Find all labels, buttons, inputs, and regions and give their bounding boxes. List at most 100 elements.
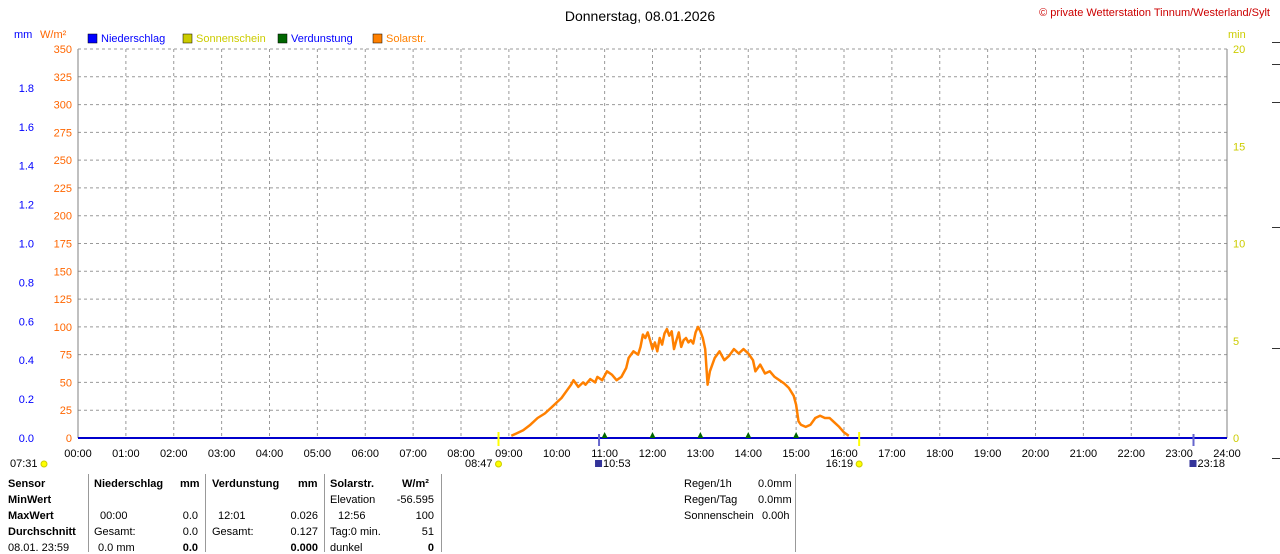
verdunstung-header: Verdunstung [212,478,280,490]
x-tick-label: 19:00 [974,448,1002,460]
x-tick-label: 18:00 [926,448,954,460]
verdunstung-marker [649,432,656,438]
wm2-tick-label: 200 [54,211,72,223]
verdunstung-marker [745,432,752,438]
row-label-minwert: MinWert [8,494,52,506]
solar-elevation-label: Elevation [330,494,376,506]
moonrise-left-time: 07:31 [10,458,38,470]
mm-unit-label: mm [14,29,32,41]
x-tick-label: 24:00 [1213,448,1241,460]
legend-label-sonnenschein: Sonnenschein [196,33,266,45]
solar-tag-label: Tag:0 min. [330,526,381,538]
solar-elevation-value: -56.595 [396,494,434,506]
x-tick-label: 22:00 [1117,448,1145,460]
wm2-tick-label: 50 [60,377,72,389]
wm2-tick-label: 100 [54,322,72,334]
x-tick-label: 21:00 [1070,448,1098,460]
x-tick-label: 00:00 [64,448,92,460]
chart-grid [78,49,1227,438]
wm2-tick-label: 25 [60,405,72,417]
legend-swatch-sonnenschein [182,33,193,44]
legend-label-verdunstung: Verdunstung [291,33,353,45]
verdunstung-last-value: 0.000 [290,542,318,554]
x-tick-label: 01:00 [112,448,140,460]
copyright-text: © private Wetterstation Tinnum/Westerlan… [1039,7,1270,19]
solar-dunkel-value: 0 [427,542,434,554]
row-label-sensor: Sensor [8,478,46,490]
x-tick-label: 16:00 [830,448,858,460]
sunrise-icon [495,460,503,468]
x-tick-label: 15:00 [782,448,810,460]
verdunstung-max-value: 0.026 [290,510,318,522]
regen-1h-value: 0.0mm [758,478,792,490]
wm2-tick-label: 175 [54,239,72,251]
wm2-tick-label: 300 [54,100,72,112]
x-tick-label: 13:00 [687,448,715,460]
x-tick-label: 12:00 [639,448,667,460]
mm-tick-label: 1.4 [19,161,34,173]
verdunstung-unit: mm [298,478,318,490]
verdunstung-max-time: 12:01 [218,510,246,522]
moon-mid-time: 10:53 [603,458,631,470]
x-tick-label: 03:00 [208,448,236,460]
wm2-unit-label: W/m² [40,29,67,41]
verdunstung-gesamt-label: Gesamt: [212,526,254,538]
niederschlag-header: Niederschlag [94,478,164,490]
solar-dunkel-label: dunkel [330,542,363,554]
sonnenschein-value: 0.00h [762,510,790,522]
mm-tick-label: 0.4 [19,355,34,367]
mm-tick-label: 0.6 [19,316,34,328]
legend-swatch-verdunstung [277,33,288,44]
moon-right-icon [1189,460,1197,467]
mm-tick-label: 0.2 [19,394,34,406]
wm2-tick-label: 350 [54,44,72,56]
mm-tick-label: 1.0 [19,239,34,251]
right-edge-marks [1268,40,1280,460]
solar-header: Solarstr. [330,478,375,490]
min-tick-label: 20 [1233,44,1245,56]
x-tick-label: 07:00 [399,448,427,460]
moon-left-icon [40,460,48,468]
chart-markers: 08:47 16:19 07:31 10:53 23:18 [10,432,1225,470]
niederschlag-max-value: 0.0 [182,510,198,522]
regen-tag-label: Regen/Tag [684,494,738,506]
mm-tick-label: 0.0 [19,433,34,445]
verdunstung-marker [697,432,704,438]
legend-label-solarstr: Solarstr. [386,33,426,45]
sonnenschein-label: Sonnenschein [684,510,754,522]
legend-swatch-solarstr [372,33,383,44]
min-tick-label: 5 [1233,336,1239,348]
table-sep-4 [441,474,442,552]
min-unit-label: min [1228,29,1246,41]
wm2-tick-label: 0 [66,433,72,445]
row-label-durchschnitt: Durchschnitt [8,526,76,538]
mm-tick-label: 1.6 [19,122,34,134]
wm2-tick-label: 250 [54,155,72,167]
legend-swatch-niederschlag [87,33,98,44]
x-tick-label: 20:00 [1022,448,1050,460]
x-tick-label: 23:00 [1165,448,1193,460]
chart-axes: 0255075100125150175200225250275300325350… [19,44,1246,460]
x-tick-label: 17:00 [878,448,906,460]
stats-table: Sensor MinWert MaxWert Durchschnitt 08.0… [0,470,1280,554]
table-sep-2 [205,474,206,552]
verdunstung-marker [601,432,608,438]
solar-unit: W/m² [402,478,429,490]
x-tick-label: 05:00 [304,448,332,460]
mm-tick-label: 1.8 [19,83,34,95]
table-sep-1 [88,474,89,552]
wm2-tick-label: 125 [54,294,72,306]
sunrise-time: 08:47 [465,458,493,470]
x-tick-label: 11:00 [591,448,618,460]
x-tick-label: 14:00 [734,448,762,460]
niederschlag-gesamt-value: 0.0 [182,526,198,538]
x-tick-label: 10:00 [543,448,571,460]
solar-tag-value: 51 [421,526,434,538]
sunset-icon [855,460,863,468]
table-sep-5 [795,474,796,552]
sunset-time: 16:19 [826,458,854,470]
niederschlag-max-time: 00:00 [100,510,128,522]
x-tick-label: 09:00 [495,448,523,460]
x-tick-label: 04:00 [256,448,284,460]
min-tick-label: 10 [1233,239,1245,251]
